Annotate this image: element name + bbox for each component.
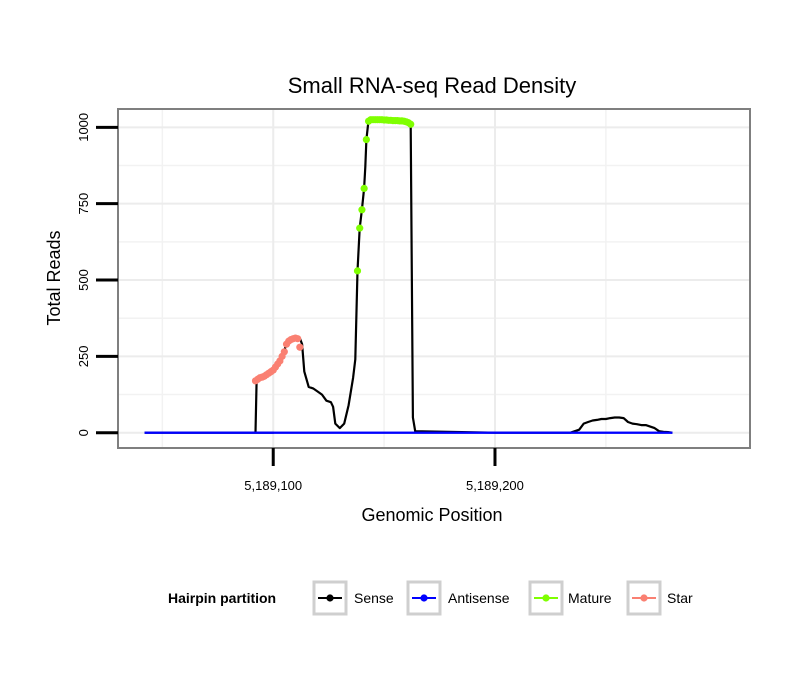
chart-title: Small RNA-seq Read Density [288, 73, 577, 98]
data-point-star [294, 335, 302, 343]
legend-key-point-sense [326, 594, 334, 602]
plot-background [117, 108, 751, 449]
y-tick-label-3: 750 [76, 193, 91, 215]
y-tick-label-0: 0 [76, 429, 91, 436]
legend-entry-antisense: Antisense [406, 580, 510, 616]
series-star [251, 334, 304, 385]
legend: Hairpin partition Sense Antisense Mature St… [168, 580, 693, 616]
data-point-mature [356, 224, 364, 232]
legend-key-point-antisense [420, 594, 428, 602]
x-tick-label-0: 5,189,100 [244, 478, 302, 493]
y-tick-label-4: 1000 [76, 113, 91, 142]
data-point-mature [353, 267, 362, 275]
legend-entry-sense: Sense [312, 580, 394, 616]
legend-title: Hairpin partition [168, 590, 276, 606]
x-tick-label-1: 5,189,200 [466, 478, 524, 493]
series-mature [353, 116, 415, 275]
legend-label-star: Star [667, 590, 693, 606]
x-axis-title: Genomic Position [361, 505, 502, 525]
series-layer [144, 116, 673, 434]
y-tick-label-2: 500 [76, 269, 91, 291]
grid-minor [119, 110, 749, 447]
data-point-mature [362, 135, 370, 144]
data-point-star [296, 343, 304, 351]
data-point-mature [358, 206, 366, 214]
legend-label-mature: Mature [568, 590, 612, 606]
legend-label-antisense: Antisense [448, 590, 510, 606]
legend-entry-star: Star [626, 580, 693, 616]
legend-entries: Sense Antisense Mature Star [312, 580, 693, 616]
data-point-mature [360, 184, 368, 193]
y-axis-title: Total Reads [44, 230, 64, 325]
y-tick-label-1: 250 [76, 346, 91, 368]
x-axis: 5,189,100 5,189,200 [244, 448, 524, 493]
legend-entry-mature: Mature [528, 580, 612, 616]
legend-key-point-mature [542, 594, 550, 602]
legend-key-point-star [640, 594, 648, 602]
legend-label-sense: Sense [354, 590, 394, 606]
data-point-mature [407, 120, 415, 128]
data-point-star [280, 348, 288, 356]
y-axis: 0 250 500 750 1000 [76, 113, 118, 436]
